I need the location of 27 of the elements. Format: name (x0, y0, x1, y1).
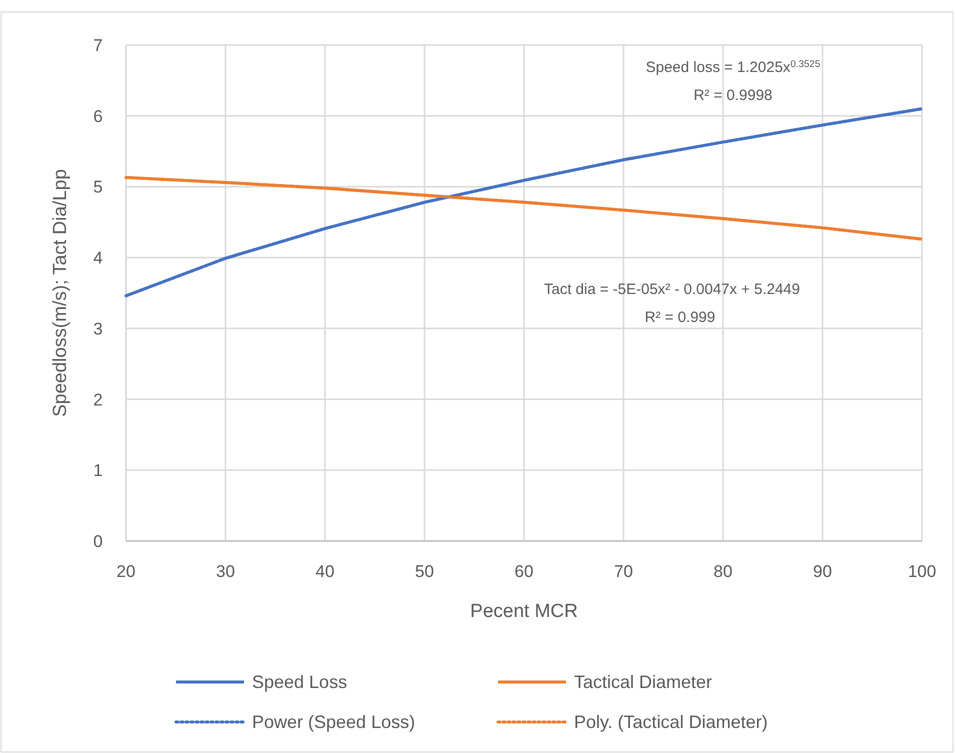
y-axis-title: Speedloss(m/s); Tact Dia/Lpp (50, 169, 71, 417)
y-tick-label: 5 (93, 178, 103, 197)
y-tick-label: 6 (93, 106, 103, 126)
y-tick-label: 0 (93, 532, 103, 551)
x-axis-title: Pecent MCR (470, 601, 578, 622)
x-tick-label: 70 (614, 562, 633, 581)
legend-label: Poly. (Tactical Diameter) (574, 712, 768, 732)
annotation: Tact dia = -5E-05x² - 0.0047x + 5.2449 (544, 281, 800, 298)
annotation: Speed loss = 1.2025x$^{0.3525}$ (646, 58, 821, 76)
x-tick-label: 40 (316, 562, 334, 581)
x-tick-label: 100 (908, 562, 936, 581)
y-tick-label: 2 (93, 390, 103, 410)
legend-label: Tactical Diameter (574, 672, 712, 692)
annotation: R² = 0.9998 (694, 87, 772, 104)
x-tick-label: 80 (714, 562, 732, 581)
legend-label: Speed Loss (252, 672, 348, 692)
y-tick-label: 4 (93, 248, 103, 268)
x-tick-label: 60 (514, 562, 534, 581)
x-tick-label: 20 (116, 562, 136, 581)
annotation: R² = 0.999 (644, 309, 716, 326)
y-tick-label: 7 (93, 36, 103, 55)
x-tick-label: 30 (216, 562, 235, 581)
y-tick-label: 1 (93, 461, 103, 480)
x-tick-label: 90 (813, 562, 832, 581)
x-tick-label: 50 (415, 562, 434, 581)
legend-label: Power (Speed Loss) (252, 712, 416, 732)
y-tick-label: 3 (93, 319, 103, 338)
